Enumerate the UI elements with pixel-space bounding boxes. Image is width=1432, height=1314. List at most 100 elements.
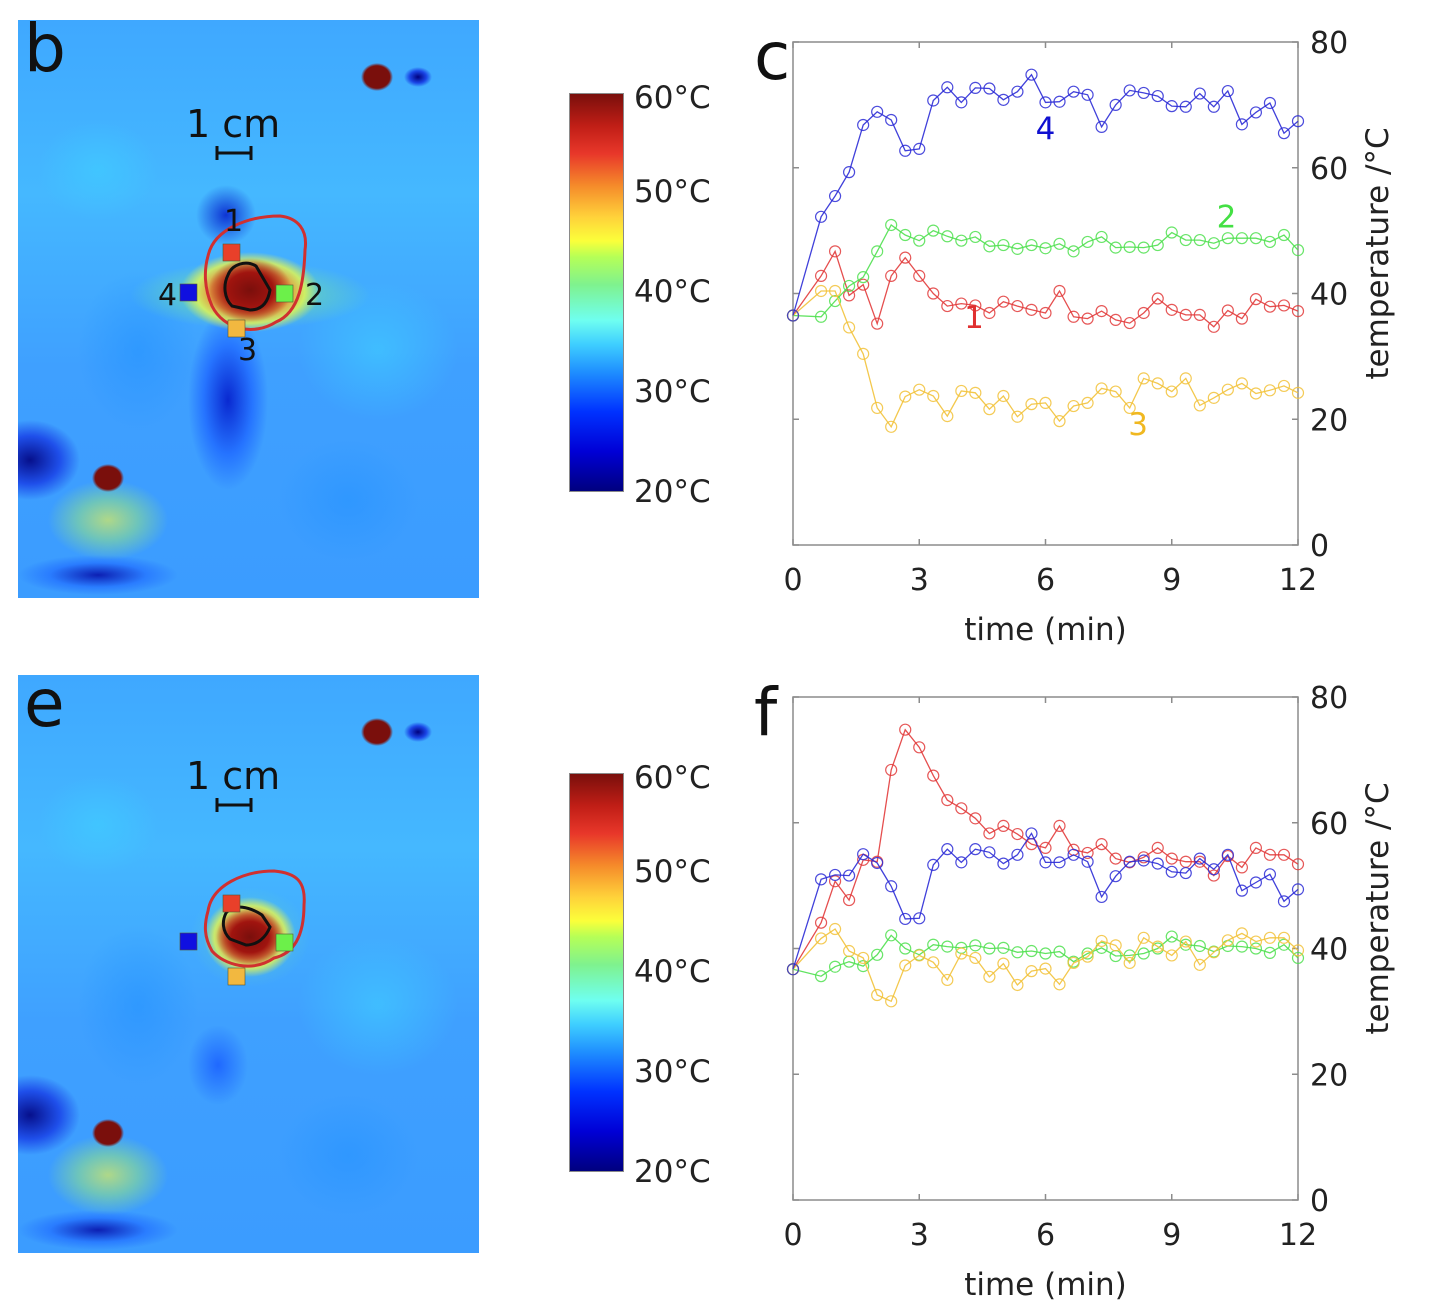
data-point [927, 858, 940, 871]
series-4 [786, 827, 1305, 976]
data-point [828, 868, 842, 882]
panel-letter-f: f [754, 674, 778, 751]
data-point [1151, 377, 1164, 390]
colorbar-b [569, 93, 624, 492]
data-point [1291, 883, 1305, 896]
x-tick-label: 12 [1279, 563, 1317, 598]
data-point [1109, 313, 1122, 327]
series-label-1: 1 [964, 300, 984, 336]
data-point [1109, 870, 1122, 883]
data-point [941, 843, 954, 856]
data-point [1137, 86, 1150, 100]
data-point [1291, 858, 1305, 871]
data-point [913, 234, 926, 247]
data-point [941, 940, 954, 953]
data-point [899, 959, 912, 972]
data-point [857, 960, 870, 973]
data-point [857, 347, 870, 360]
data-point [1011, 242, 1024, 255]
data-point [1291, 305, 1305, 318]
data-point [1165, 303, 1178, 316]
data-point [1151, 89, 1164, 103]
data-point [1123, 855, 1136, 868]
data-point [913, 949, 926, 962]
data-point [1235, 940, 1249, 953]
data-point [1123, 316, 1136, 330]
data-point [885, 113, 898, 127]
data-point [1053, 978, 1066, 991]
data-point [842, 279, 856, 293]
x-tick-label: 0 [783, 1218, 802, 1253]
data-point [857, 848, 870, 861]
data-point [1179, 866, 1192, 880]
data-point [955, 96, 968, 109]
x-tick-label: 3 [910, 563, 929, 598]
data-point [1249, 232, 1263, 245]
x-axis-label: time (min) [964, 1267, 1127, 1303]
data-point [1207, 100, 1220, 113]
data-point [1249, 387, 1263, 400]
data-point [1109, 241, 1122, 254]
data-point [927, 94, 940, 107]
data-point [969, 812, 982, 825]
data-point [1235, 884, 1249, 897]
data-point [1263, 931, 1277, 944]
data-point [927, 956, 940, 969]
data-point [1067, 245, 1080, 258]
data-point [955, 856, 968, 869]
data-point [1277, 938, 1291, 951]
data-point [1081, 855, 1094, 868]
data-point [941, 299, 954, 313]
data-point [828, 189, 842, 203]
data-point [1081, 396, 1094, 410]
data-point [1151, 292, 1164, 305]
data-point [857, 118, 870, 132]
data-point [955, 234, 968, 247]
data-point [941, 973, 954, 987]
data-point [913, 912, 926, 925]
needle-contour-e [221, 905, 272, 947]
probe-3-marker-e [227, 967, 246, 986]
data-point [1179, 938, 1192, 951]
x-tick-label: 6 [1036, 563, 1055, 598]
data-point [997, 957, 1010, 970]
data-point [1193, 958, 1206, 971]
data-point [1067, 848, 1080, 861]
data-point [1081, 950, 1094, 963]
data-point [1137, 372, 1150, 385]
data-point [927, 287, 940, 300]
data-point [1025, 944, 1038, 958]
y-axis-label: temperature /°C [1360, 127, 1396, 379]
data-point [842, 166, 856, 179]
data-point [1263, 848, 1277, 861]
ablation-contour-b [203, 214, 308, 331]
data-point [899, 228, 912, 242]
data-point [1011, 946, 1024, 959]
data-point [983, 827, 996, 840]
y-axis-label: temperature /°C [1360, 782, 1396, 1034]
data-point [842, 289, 856, 302]
heatmap-e: 1 cm [18, 675, 479, 1253]
colorbar-tick-label: 30°C [634, 374, 711, 410]
data-point [1193, 308, 1206, 321]
data-point [814, 284, 828, 298]
data-point [913, 741, 926, 754]
data-point [871, 401, 884, 415]
data-point [1291, 951, 1305, 965]
data-point [1249, 935, 1263, 948]
data-point [885, 420, 898, 433]
data-point [997, 295, 1010, 308]
data-point [983, 82, 996, 95]
data-point [1039, 96, 1052, 109]
panel-letter-e: e [24, 665, 65, 742]
data-point [1193, 939, 1206, 953]
data-point [1137, 851, 1150, 864]
data-point [1137, 306, 1150, 320]
data-point [871, 856, 884, 870]
data-point [941, 410, 954, 423]
data-point [1053, 415, 1066, 428]
data-point [1263, 946, 1277, 960]
data-point [1039, 306, 1052, 320]
probe-2-marker-e [275, 933, 294, 952]
data-point [1151, 841, 1164, 854]
